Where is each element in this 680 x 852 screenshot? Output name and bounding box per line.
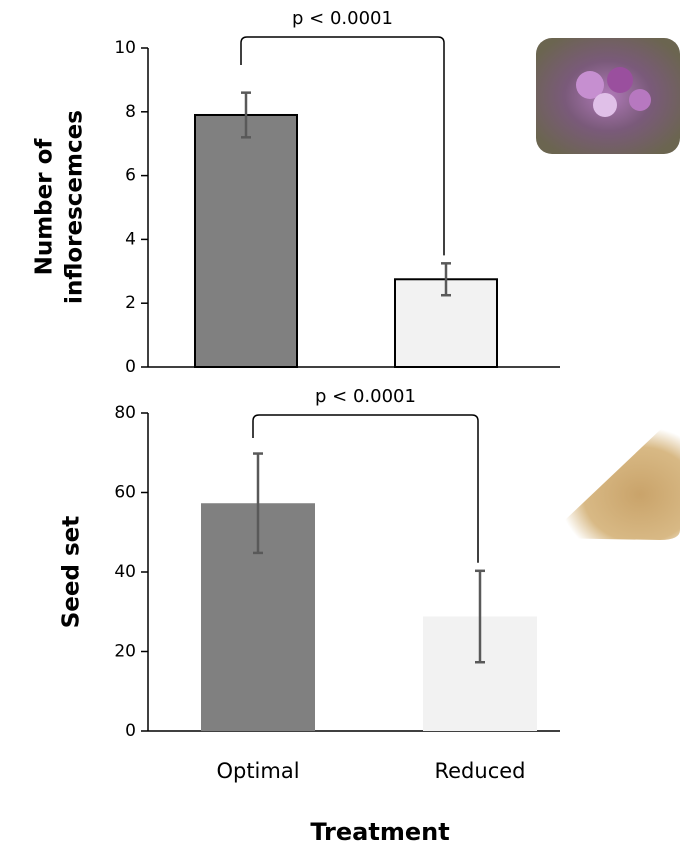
bar <box>195 115 297 367</box>
y-tick-label: 0 <box>125 721 136 741</box>
y-tick-label: 20 <box>114 642 136 662</box>
y-tick-label: 4 <box>125 229 136 249</box>
y-axis-label: Seed set <box>59 516 85 629</box>
y-tick-label: 10 <box>114 38 136 58</box>
figure: 0 2 4 6 8 10 p < 0.0001 Number ofinflorescemces… <box>0 0 680 852</box>
y-tick-label: 80 <box>114 403 136 423</box>
y-tick-label: 8 <box>125 102 136 122</box>
y-axis-label: inflorescemces <box>62 110 88 304</box>
x-tick-label: Optimal <box>216 759 299 783</box>
annotation: p < 0.0001 <box>315 386 416 407</box>
flower-photo <box>536 38 680 154</box>
y-tick-label: 6 <box>125 166 136 186</box>
x-axis-label: Treatment <box>310 818 449 846</box>
y-tick-label: 60 <box>114 483 136 503</box>
y-tick-label: 0 <box>125 357 136 377</box>
y-axis-label: Number of <box>32 138 58 276</box>
x-tick-label: Reduced <box>434 759 525 783</box>
seed-photo <box>546 427 680 540</box>
y-tick-label: 2 <box>125 293 136 313</box>
annotation: p < 0.0001 <box>292 8 393 29</box>
y-tick-label: 40 <box>114 562 136 582</box>
